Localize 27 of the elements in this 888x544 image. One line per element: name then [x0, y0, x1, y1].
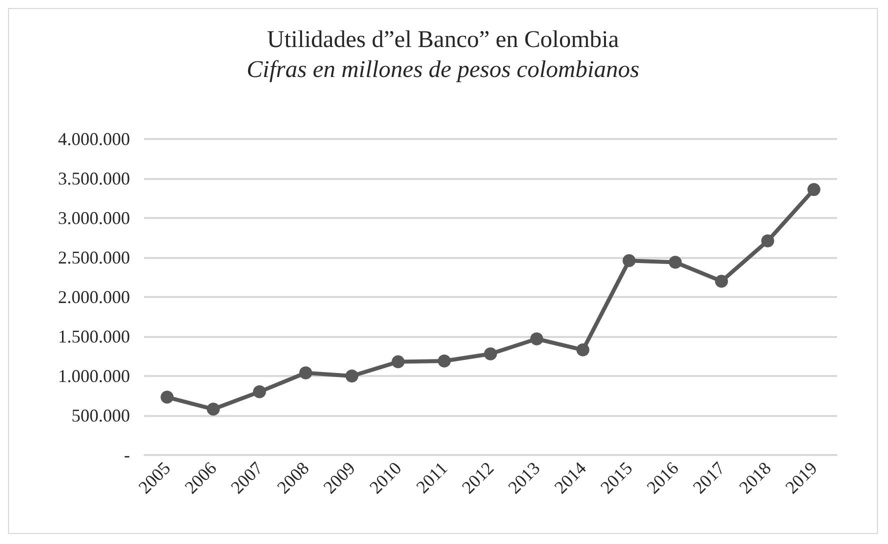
y-tick-label: 3.000.000 [58, 208, 130, 228]
y-tick-label: 500.000 [72, 406, 130, 426]
y-tick-label: 3.500.000 [58, 168, 130, 188]
point [299, 366, 312, 380]
point [761, 234, 774, 248]
x-tick-label: 2011 [412, 458, 452, 498]
point [253, 385, 266, 398]
point [715, 274, 728, 288]
point [530, 332, 544, 346]
y-tick-label: 1.500.000 [58, 326, 130, 346]
point [622, 254, 636, 268]
y-tick-label: 4.000.000 [58, 129, 130, 149]
chart-subtitle: Cifras en millones de pesos colombianos [246, 57, 640, 83]
point [345, 370, 358, 382]
point [160, 390, 174, 404]
point [392, 355, 405, 368]
y-tick-label: 2.000.000 [58, 287, 130, 307]
chart-title: Utilidades d”el Banco” en Colombia [267, 27, 620, 53]
y-tick-label: 2.500.000 [58, 248, 130, 268]
point [484, 347, 497, 360]
point [576, 343, 590, 356]
y-tick-label: - [124, 445, 130, 465]
point [668, 256, 682, 269]
y-tick-label: 1.000.000 [58, 366, 130, 386]
point [206, 402, 220, 416]
point [438, 354, 451, 368]
point [807, 183, 820, 196]
